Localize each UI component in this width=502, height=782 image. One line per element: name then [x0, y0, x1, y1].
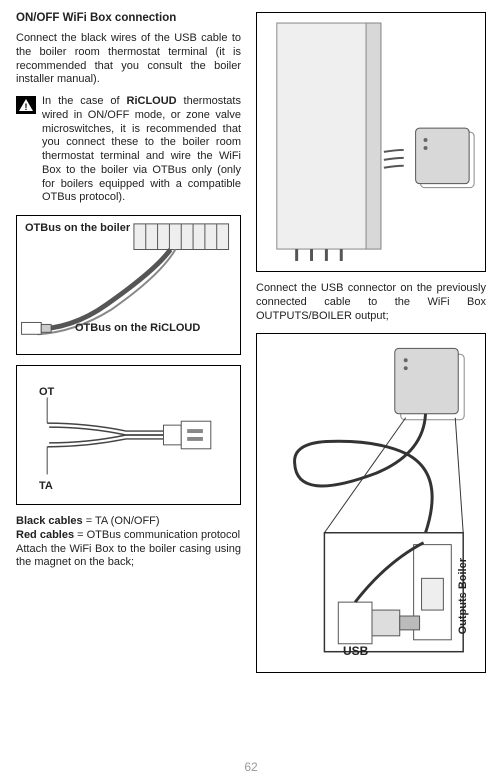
- warn-rest: thermostats wired in ON/OFF mode, or zon…: [42, 95, 241, 203]
- right-paragraph: Connect the USB connector on the previou…: [256, 282, 486, 323]
- label-otbus-boiler: OTBus on the boiler: [25, 222, 130, 234]
- fig3-svg: [257, 13, 485, 271]
- warning-block: ! In the case of RiCLOUD thermostats wir…: [16, 95, 241, 205]
- right-column: Connect the USB connector on the previou…: [256, 12, 486, 673]
- warning-text: In the case of RiCLOUD thermostats wired…: [42, 95, 241, 205]
- svg-text:!: !: [25, 102, 28, 111]
- label-ot: OT: [39, 386, 54, 398]
- intro-paragraph: Connect the black wires of the USB cable…: [16, 32, 241, 87]
- label-usb: USB: [343, 644, 368, 658]
- figure-usb-output: Outputs Boiler USB: [256, 333, 486, 673]
- figure-boiler-mount: [256, 12, 486, 272]
- red-cables-label: Red cables: [16, 529, 74, 541]
- cable-legend: Black cables = TA (ON/OFF) Red cables = …: [16, 515, 241, 543]
- red-cables-value: = OTBus communication protocol: [74, 529, 240, 541]
- label-ta: TA: [39, 480, 53, 492]
- warn-bold: RiCLOUD: [127, 95, 177, 107]
- figure-ot-ta: OT TA: [16, 365, 241, 505]
- label-otbus-ricloud: OTBus on the RiCLOUD: [75, 322, 200, 334]
- figure-otbus-cable: OTBus on the boiler OTBus on the RiCLOUD: [16, 215, 241, 355]
- black-cables-value: = TA (ON/OFF): [83, 515, 160, 527]
- black-cables-label: Black cables: [16, 515, 83, 527]
- attach-text: Attach the WiFi Box to the boiler casing…: [16, 543, 241, 571]
- page-number: 62: [0, 760, 502, 774]
- warn-prefix: In the case of: [42, 95, 127, 107]
- label-outputs-boiler: Outputs Boiler: [457, 558, 469, 634]
- warning-icon: !: [16, 96, 36, 114]
- left-column: ON/OFF WiFi Box connection Connect the b…: [16, 12, 241, 578]
- section-heading: ON/OFF WiFi Box connection: [16, 12, 241, 24]
- fig4-svg: [257, 334, 485, 672]
